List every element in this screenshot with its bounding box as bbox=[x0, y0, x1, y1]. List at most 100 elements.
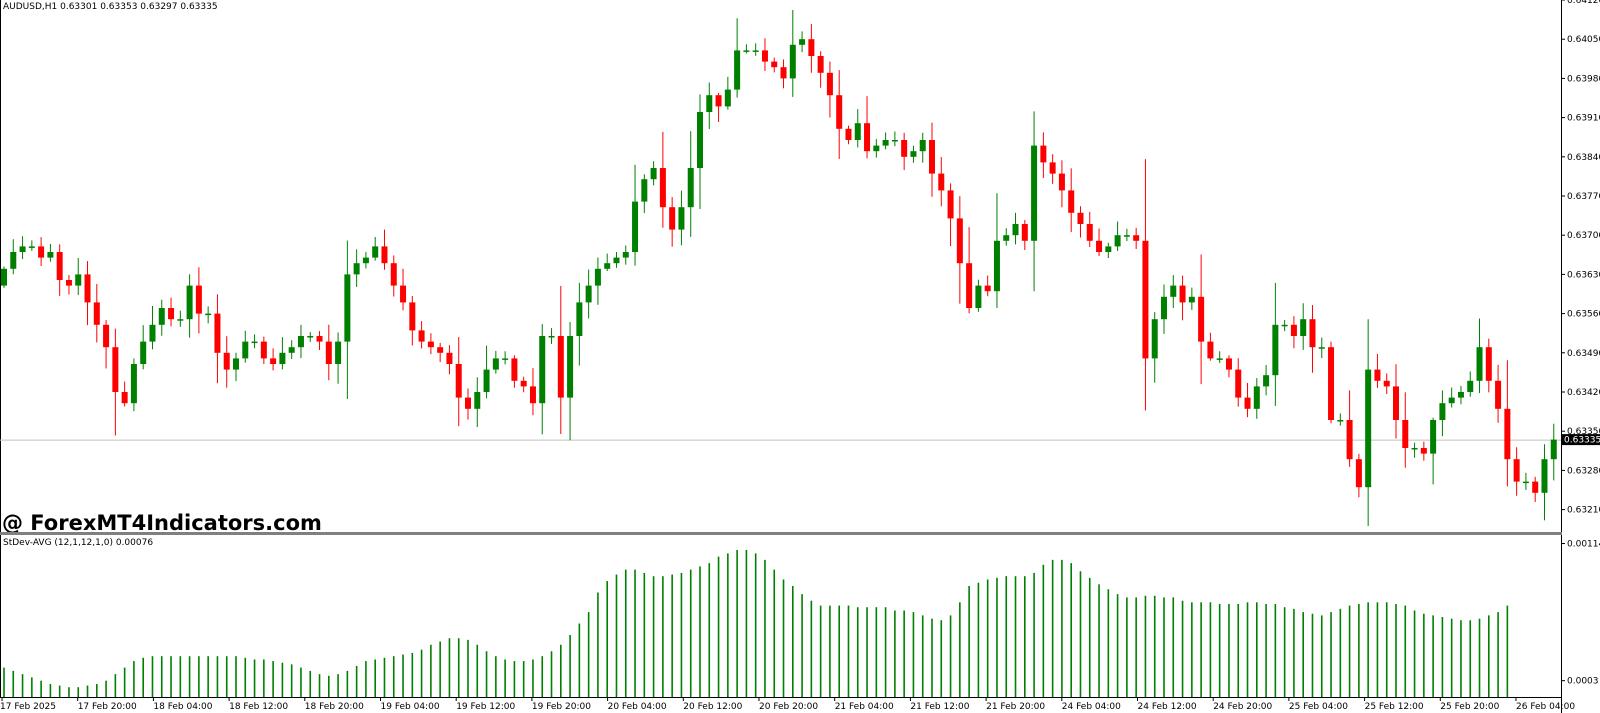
candle-body bbox=[836, 95, 843, 129]
candle-body bbox=[390, 263, 397, 286]
candle bbox=[836, 70, 843, 159]
candle-body bbox=[1077, 212, 1084, 224]
candle-body bbox=[316, 336, 323, 342]
candle bbox=[168, 297, 175, 327]
candle bbox=[1263, 365, 1270, 396]
candle bbox=[752, 43, 759, 56]
candle bbox=[205, 306, 212, 324]
candle-body bbox=[1281, 324, 1288, 327]
candle-body bbox=[771, 61, 778, 68]
candle-body bbox=[65, 280, 72, 286]
candle-body bbox=[919, 140, 926, 152]
candle-body bbox=[1272, 324, 1279, 376]
candle bbox=[724, 76, 731, 110]
candle-body bbox=[112, 347, 119, 392]
candle-body bbox=[1439, 403, 1446, 420]
candle bbox=[1337, 413, 1344, 426]
indicator-info-text: StDev-AVG (12,1,12,1,0) 0.00076 bbox=[3, 538, 153, 548]
candle-body bbox=[177, 319, 184, 321]
candle bbox=[103, 320, 110, 369]
panel-separator[interactable] bbox=[0, 532, 1562, 535]
candle-body bbox=[427, 341, 434, 348]
candle bbox=[919, 132, 926, 163]
candle bbox=[1355, 453, 1362, 498]
candle bbox=[465, 388, 471, 420]
candle-body bbox=[1300, 319, 1307, 336]
time-tick-label: 20 Feb 04:00 bbox=[608, 702, 667, 712]
candle bbox=[1188, 287, 1195, 310]
candle bbox=[242, 330, 249, 363]
candle bbox=[1467, 371, 1474, 397]
candle bbox=[548, 328, 555, 344]
candle-body bbox=[1151, 319, 1158, 359]
candle-body bbox=[1114, 235, 1121, 247]
candle bbox=[864, 96, 871, 159]
candle-body bbox=[956, 218, 963, 264]
candle bbox=[780, 59, 787, 89]
candle bbox=[1068, 168, 1075, 233]
candle bbox=[1430, 417, 1437, 485]
candle-body bbox=[1253, 386, 1260, 409]
candle bbox=[19, 236, 26, 260]
candle-body bbox=[1142, 240, 1149, 359]
candle-body bbox=[622, 252, 629, 258]
candle bbox=[1346, 390, 1353, 467]
indicator-tick-label: 0.00114 bbox=[1567, 540, 1600, 550]
candle bbox=[251, 334, 258, 349]
candle-body bbox=[567, 336, 574, 398]
candle bbox=[474, 377, 481, 428]
candle bbox=[492, 350, 499, 374]
candle bbox=[799, 31, 806, 53]
candle bbox=[567, 322, 574, 441]
candle bbox=[362, 251, 369, 269]
candle bbox=[613, 252, 620, 268]
candle bbox=[1513, 447, 1520, 496]
candle-body bbox=[28, 246, 35, 248]
candle-body bbox=[93, 302, 100, 325]
candle-body bbox=[1495, 380, 1502, 409]
candle bbox=[195, 267, 202, 334]
candle-body bbox=[1170, 285, 1177, 297]
candle bbox=[1123, 228, 1130, 242]
candle-body bbox=[1328, 347, 1335, 420]
candle bbox=[1532, 476, 1539, 503]
candle bbox=[437, 342, 444, 363]
candle-body bbox=[1430, 420, 1437, 454]
candle bbox=[511, 355, 518, 388]
candlestick-series bbox=[1, 10, 1557, 527]
candle-body bbox=[1049, 162, 1056, 174]
candle-body bbox=[724, 89, 731, 107]
candle bbox=[604, 253, 611, 272]
candle bbox=[1244, 382, 1251, 418]
candle bbox=[214, 294, 221, 384]
candle-body bbox=[418, 330, 425, 342]
candle-body bbox=[632, 201, 639, 252]
candle-body bbox=[947, 190, 954, 219]
candle-body bbox=[993, 240, 1000, 292]
candle bbox=[910, 145, 917, 163]
candle-body bbox=[437, 347, 444, 353]
candle bbox=[901, 132, 908, 171]
candle bbox=[1031, 111, 1038, 292]
candle-body bbox=[910, 151, 917, 157]
candle bbox=[1012, 212, 1019, 245]
candle-body bbox=[1207, 341, 1214, 359]
candle bbox=[520, 376, 527, 393]
candle bbox=[418, 321, 425, 349]
candle-body bbox=[548, 336, 555, 338]
time-tick-label: 24 Feb 12:00 bbox=[1138, 702, 1197, 712]
candle-body bbox=[697, 112, 703, 168]
candle-body bbox=[891, 140, 898, 142]
time-tick-label: 24 Feb 20:00 bbox=[1213, 702, 1272, 712]
candle-body bbox=[706, 95, 713, 112]
time-tick-label: 18 Feb 12:00 bbox=[229, 702, 288, 712]
candle-body bbox=[1040, 145, 1047, 163]
candle bbox=[1114, 221, 1121, 251]
candle bbox=[993, 193, 1000, 308]
